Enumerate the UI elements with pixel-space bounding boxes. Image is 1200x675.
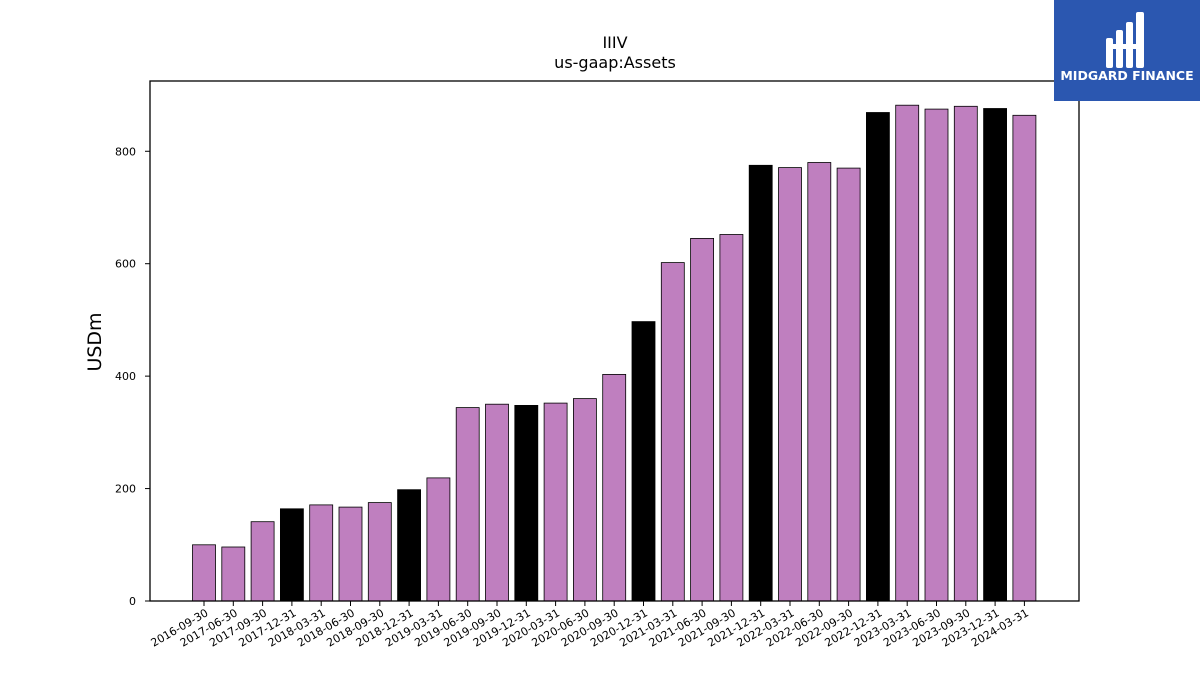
bar-2018-12-31 xyxy=(397,489,422,602)
bar-2023-06-30 xyxy=(924,108,949,602)
bar-2021-06-30 xyxy=(690,237,714,602)
bar-2020-06-30 xyxy=(573,398,597,602)
bar-2022-06-30 xyxy=(807,162,832,602)
bar-2024-03-31 xyxy=(1012,114,1037,602)
bar-2017-09-30 xyxy=(250,521,275,602)
plot-frame xyxy=(149,80,1080,602)
logo-text: MIDGARD FINANCE xyxy=(1060,68,1194,83)
y-tick-label: 600 xyxy=(115,258,136,271)
logo-mark-icon xyxy=(1106,12,1144,68)
bar-2021-12-31 xyxy=(748,164,773,602)
bar-2018-09-30 xyxy=(367,502,392,602)
bar-2016-09-30 xyxy=(192,544,216,602)
chart-title: IIIV xyxy=(602,33,627,52)
bar-2023-03-31 xyxy=(895,104,920,602)
bar-2020-09-30 xyxy=(602,373,627,602)
bar-2023-09-30 xyxy=(953,105,978,602)
bar-2019-12-31 xyxy=(514,404,539,602)
y-tick-label: 800 xyxy=(115,145,136,158)
bar-2022-03-31 xyxy=(778,167,802,602)
brand-logo: MIDGARD FINANCE xyxy=(1054,0,1200,101)
bar-2019-03-31 xyxy=(426,477,451,602)
bar-2021-09-30 xyxy=(719,234,744,602)
bar-2019-09-30 xyxy=(485,403,509,602)
bar-2017-06-30 xyxy=(221,546,246,602)
y-tick-label: 200 xyxy=(115,483,136,496)
bar-2021-03-31 xyxy=(660,262,685,602)
bar-2017-12-31 xyxy=(279,508,304,602)
bar-2018-06-30 xyxy=(338,506,363,602)
bar-2018-03-31 xyxy=(309,504,334,602)
bar-2023-12-31 xyxy=(983,108,1007,602)
y-axis-ticks: 0 200 400 600 800 xyxy=(115,145,150,608)
y-axis-label: USDm xyxy=(84,312,106,371)
bar-2022-09-30 xyxy=(836,167,861,602)
bar-2020-12-31 xyxy=(631,321,656,602)
y-tick-label: 0 xyxy=(129,595,136,608)
bar-2020-03-31 xyxy=(543,402,568,602)
bar-2019-06-30 xyxy=(455,407,480,602)
chart-subtitle: us-gaap:Assets xyxy=(554,53,676,72)
x-axis-ticks: 2016-09-302017-06-302017-09-302017-12-31… xyxy=(149,601,1031,650)
bar-2022-12-31 xyxy=(866,112,890,602)
bars xyxy=(192,104,1037,602)
y-tick-label: 400 xyxy=(115,370,136,383)
